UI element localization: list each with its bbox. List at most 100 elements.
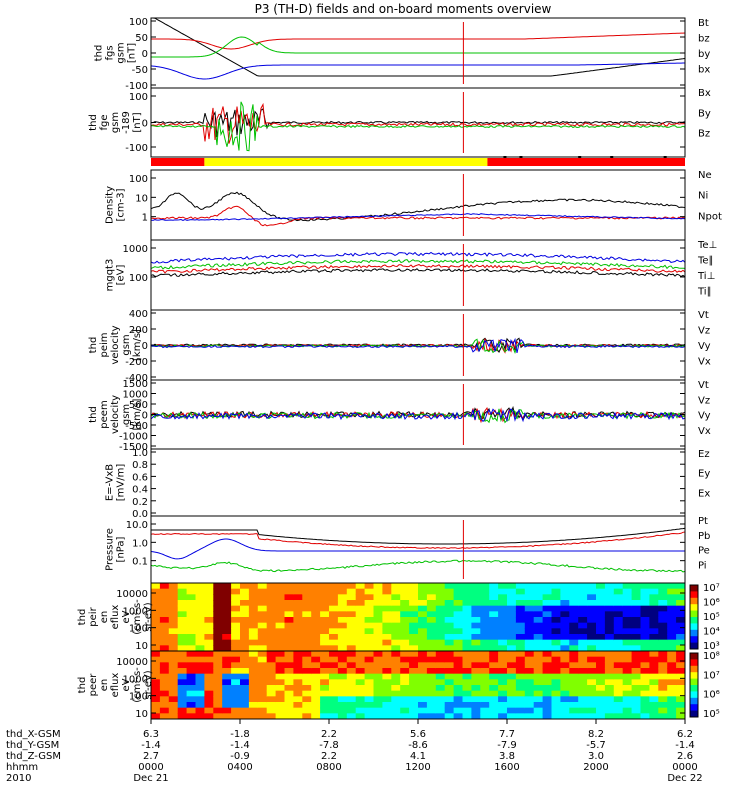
heatmap-cell: [507, 622, 517, 629]
heatmap-cell: [311, 702, 321, 709]
x-row-value: 0000: [138, 762, 163, 773]
y-tick-label: 100: [129, 273, 148, 284]
heatmap-cell: [222, 696, 232, 703]
y-axis-label: [cm-3]: [116, 188, 127, 221]
heatmap-cell: [596, 622, 606, 629]
heatmap-cell: [622, 583, 633, 590]
heatmap-cell: [578, 656, 588, 663]
heatmap-cell: [640, 662, 650, 669]
heatmap-cell: [159, 639, 170, 646]
x-row-value: 0000: [672, 762, 697, 773]
heatmap-cell: [676, 628, 685, 635]
heatmap-cell: [195, 583, 205, 590]
heatmap-cell: [444, 690, 455, 697]
heatmap-cell: [542, 668, 553, 675]
heatmap-cell: [204, 690, 214, 697]
heatmap-cell: [604, 696, 615, 703]
heatmap-cell: [578, 639, 588, 646]
heatmap-cell: [355, 622, 366, 629]
heatmap-cell: [346, 702, 357, 709]
heatmap-cell: [471, 639, 481, 646]
heatmap-cell: [453, 696, 464, 703]
heatmap-cell: [578, 583, 588, 590]
heatmap-cell: [204, 611, 214, 618]
heatmap-cell: [489, 679, 499, 686]
heatmap-cell: [177, 583, 188, 590]
y-axis-label: thd: [88, 406, 99, 423]
heatmap-cell: [159, 651, 170, 658]
heatmap-cell: [329, 617, 339, 624]
heatmap-cell: [418, 679, 428, 686]
y-tick-label: 0.0: [132, 509, 148, 520]
heatmap-cell: [622, 685, 633, 692]
heatmap-cell: [649, 583, 659, 590]
mode-bar-segment: [151, 158, 205, 166]
heatmap-cell: [560, 713, 570, 719]
heatmap-cell: [364, 617, 375, 624]
legend-by: By: [698, 108, 711, 119]
heatmap-cell: [551, 611, 561, 618]
colorbar-cell: [690, 685, 698, 692]
x-row-value: 0400: [227, 762, 252, 773]
heatmap-cell: [231, 668, 241, 675]
heatmap-cell: [533, 645, 544, 651]
heatmap-cell: [293, 583, 303, 590]
heatmap-cell: [151, 628, 161, 635]
heatmap-cell: [631, 622, 642, 629]
heatmap-cell: [551, 594, 561, 601]
heatmap-cell: [676, 662, 685, 669]
heatmap-cell: [266, 673, 277, 680]
heatmap-cell: [507, 696, 517, 703]
heatmap-cell: [240, 696, 250, 703]
y-axis-label: peer: [88, 673, 99, 697]
heatmap-cell: [426, 668, 437, 675]
heatmap-cell: [435, 645, 446, 651]
heatmap-cell: [462, 713, 472, 719]
heatmap-cell: [622, 696, 633, 703]
heatmap-cell: [409, 634, 419, 641]
heatmap-cell: [667, 673, 677, 680]
heatmap-cell: [195, 702, 205, 709]
heatmap-cell: [471, 600, 481, 607]
heatmap-cell: [640, 696, 650, 703]
heatmap-cell: [195, 600, 205, 607]
velocity-trace-3: [151, 408, 685, 423]
heatmap-cell: [578, 679, 588, 686]
heatmap-cell: [569, 656, 579, 663]
x-row-value: Dec 21: [133, 773, 168, 784]
heatmap-cell: [649, 639, 659, 646]
heatmap-cell: [649, 651, 659, 658]
heatmap-cell: [204, 702, 214, 709]
heatmap-cell: [507, 668, 517, 675]
heatmap-cell: [551, 673, 561, 680]
heatmap-cell: [471, 685, 481, 692]
heatmap-cell: [507, 628, 517, 635]
heatmap-cell: [676, 713, 685, 719]
heatmap-cell: [426, 707, 437, 714]
heatmap-cell: [248, 600, 259, 607]
npot-trace: [151, 213, 685, 222]
heatmap-cell: [364, 639, 375, 646]
y-axis-label: [nT]: [132, 112, 143, 132]
heatmap-cell: [453, 662, 464, 669]
heatmap-cell: [409, 645, 419, 651]
heatmap-cell: [151, 611, 161, 618]
heatmap-cell: [329, 588, 339, 595]
x-row-value: 1600: [494, 762, 519, 773]
heatmap-cell: [168, 679, 179, 686]
heatmap-cell: [284, 600, 294, 607]
heatmap-cell: [524, 685, 535, 692]
heatmap-cell: [462, 594, 472, 601]
heatmap-cell: [346, 622, 357, 629]
heatmap-cell: [311, 594, 321, 601]
colorbar-cell: [690, 623, 698, 631]
y-tick-label: 10: [135, 193, 148, 204]
heatmap-cell: [498, 662, 508, 669]
heatmap-cell: [533, 690, 544, 697]
heatmap-cell: [489, 713, 499, 719]
heatmap-cell: [311, 707, 321, 714]
heatmap-cell: [551, 685, 561, 692]
heatmap-cell: [346, 696, 357, 703]
heatmap-cell: [266, 634, 277, 641]
